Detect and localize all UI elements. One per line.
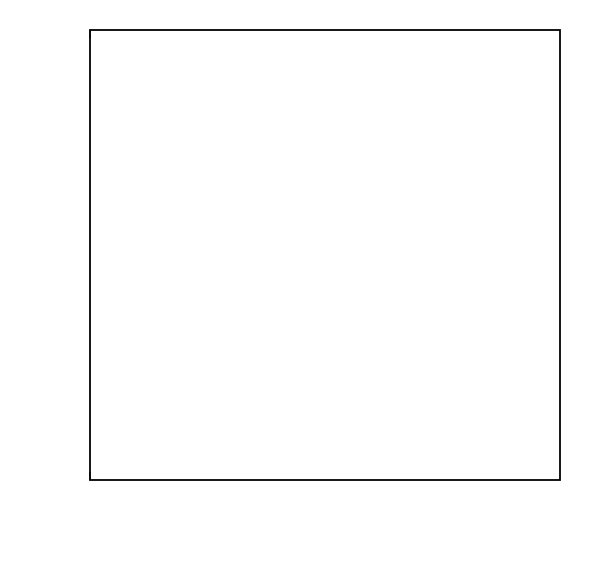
stress-strain-chart [0, 0, 600, 570]
plot-frame [90, 30, 560, 480]
chart-svg [0, 0, 600, 570]
